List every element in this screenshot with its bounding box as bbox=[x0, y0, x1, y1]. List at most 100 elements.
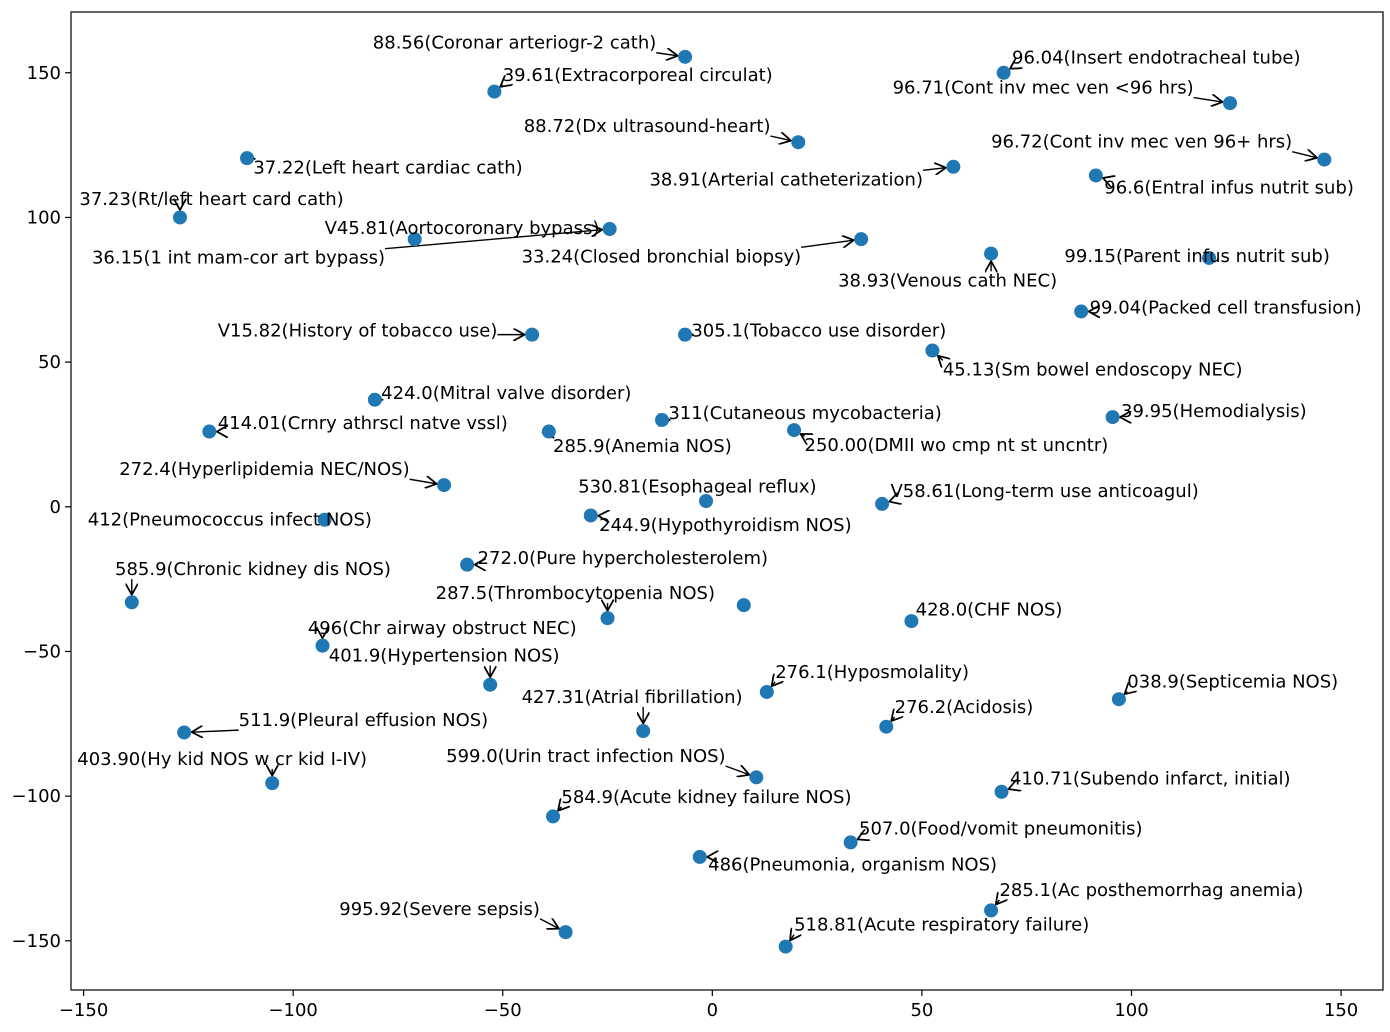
data-point bbox=[984, 903, 999, 918]
point-label: 39.95(Hemodialysis) bbox=[1121, 401, 1307, 422]
data-point bbox=[875, 496, 890, 511]
point-label: 599.0(Urin tract infection NOS) bbox=[446, 746, 725, 767]
point-label: 414.01(Crnry athrscl natve vssl) bbox=[218, 413, 508, 434]
annotation-arrow bbox=[891, 717, 894, 721]
data-point bbox=[541, 424, 556, 439]
point-label: 995.92(Severe sepsis) bbox=[339, 899, 540, 920]
y-tick-label: 150 bbox=[27, 63, 61, 84]
point-label: 38.91(Arterial catheterization) bbox=[649, 169, 923, 190]
point-label: 99.04(Packed cell transfusion) bbox=[1090, 298, 1362, 319]
x-tick-label: −50 bbox=[484, 1000, 522, 1021]
annotation-arrow bbox=[801, 434, 805, 436]
point-label: 96.04(Insert endotracheal tube) bbox=[1012, 48, 1300, 69]
point-label: 272.4(Hyperlipidemia NEC/NOS) bbox=[119, 459, 409, 480]
annotation-arrow bbox=[770, 136, 791, 141]
data-point bbox=[546, 809, 561, 824]
annotation-arrows bbox=[132, 53, 1317, 941]
data-point bbox=[854, 232, 869, 247]
annotation-arrow bbox=[790, 935, 794, 941]
annotation-arrow bbox=[922, 168, 946, 171]
data-point bbox=[1105, 410, 1120, 425]
data-point bbox=[317, 512, 332, 527]
point-label: 36.15(1 int mam-cor art bypass) bbox=[92, 248, 385, 269]
point-label: 96.72(Cont inv mec ven 96+ hrs) bbox=[991, 132, 1292, 153]
data-point bbox=[1088, 168, 1103, 183]
point-label: 244.9(Hypothyroidism NOS) bbox=[599, 515, 851, 536]
data-point bbox=[678, 49, 693, 64]
data-point bbox=[1202, 250, 1217, 265]
point-label: 285.1(Ac posthemorrhag anemia) bbox=[999, 880, 1303, 901]
data-point bbox=[678, 327, 693, 342]
y-axis: −150 −100 −50 0 50 100 150 bbox=[12, 63, 71, 952]
data-point bbox=[994, 784, 1009, 799]
point-label: 412(Pneumococcus infect NOS) bbox=[88, 509, 372, 530]
point-label: 99.15(Parent infus nutrit sub) bbox=[1064, 246, 1329, 267]
data-point bbox=[778, 939, 793, 954]
data-point bbox=[749, 770, 764, 785]
y-tick-label: 100 bbox=[27, 207, 61, 228]
point-label: 96.71(Cont inv mec ven <96 hrs) bbox=[893, 78, 1194, 99]
point-label: 88.72(Dx ultrasound-heart) bbox=[524, 116, 771, 137]
data-points bbox=[124, 49, 1332, 954]
annotation-arrow bbox=[409, 479, 437, 484]
data-point bbox=[407, 232, 422, 247]
point-label: 401.9(Hypertension NOS) bbox=[329, 646, 560, 667]
annotation-arrow bbox=[1124, 692, 1127, 695]
annotation-arrow bbox=[1193, 98, 1223, 102]
annotation-arrow bbox=[1292, 152, 1317, 158]
data-point bbox=[558, 925, 573, 940]
annotation-arrow bbox=[1009, 789, 1010, 790]
data-point bbox=[124, 595, 139, 610]
data-point bbox=[996, 65, 1011, 80]
point-label: 496(Chr airway obstruct NEC) bbox=[308, 618, 577, 639]
point-label: 276.1(Hyposmolality) bbox=[775, 662, 969, 683]
annotation-arrow bbox=[938, 356, 943, 361]
point-label: 518.81(Acute respiratory failure) bbox=[794, 915, 1089, 936]
data-point bbox=[1317, 152, 1332, 167]
annotation-arrow bbox=[772, 682, 776, 686]
point-label: 424.0(Mitral valve disorder) bbox=[381, 383, 631, 404]
data-point bbox=[736, 598, 751, 613]
y-tick-label: 50 bbox=[38, 352, 61, 373]
y-tick-label: 0 bbox=[50, 497, 61, 518]
point-label: 39.61(Extracorporeal circulat) bbox=[503, 65, 773, 86]
data-point bbox=[636, 724, 651, 739]
data-point bbox=[925, 343, 940, 358]
point-label: 37.23(Rt/left heart card cath) bbox=[79, 189, 343, 210]
annotation-arrow bbox=[725, 766, 750, 775]
x-tick-label: 50 bbox=[910, 1000, 933, 1021]
point-label: 276.2(Acidosis) bbox=[895, 697, 1034, 718]
data-point bbox=[692, 849, 707, 864]
point-label: 96.6(Entral infus nutrit sub) bbox=[1104, 177, 1354, 198]
point-label: 250.00(DMII wo cmp nt st uncntr) bbox=[805, 435, 1109, 456]
x-tick-label: 150 bbox=[1324, 1000, 1358, 1021]
data-point bbox=[787, 423, 802, 438]
data-point bbox=[265, 776, 280, 791]
data-point bbox=[791, 135, 806, 150]
x-tick-label: −100 bbox=[268, 1000, 317, 1021]
point-label: 38.93(Venous cath NEC) bbox=[838, 270, 1057, 291]
data-point bbox=[583, 508, 598, 523]
point-label: 530.81(Esophageal reflux) bbox=[578, 476, 816, 497]
data-point bbox=[487, 84, 502, 99]
point-label: V58.61(Long-term use anticoagul) bbox=[890, 481, 1198, 502]
data-point bbox=[984, 246, 999, 261]
point-label: 486(Pneumonia, organism NOS) bbox=[708, 854, 997, 875]
data-point bbox=[483, 677, 498, 692]
y-tick-label: −100 bbox=[12, 786, 61, 807]
point-label: 33.24(Closed bronchial biopsy) bbox=[522, 246, 802, 267]
data-point bbox=[240, 151, 255, 166]
data-point bbox=[525, 327, 540, 342]
annotation-arrow bbox=[996, 900, 1000, 905]
annotation-arrow bbox=[1010, 68, 1012, 69]
point-label: 038.9(Septicemia NOS) bbox=[1127, 672, 1338, 693]
data-point bbox=[1111, 692, 1126, 707]
point-label: 428.0(CHF NOS) bbox=[916, 600, 1063, 621]
point-label: V15.82(History of tobacco use) bbox=[218, 321, 498, 342]
point-label: 285.9(Anemia NOS) bbox=[553, 436, 732, 457]
point-label: 427.31(Atrial fibrillation) bbox=[522, 687, 743, 708]
data-point bbox=[172, 210, 187, 225]
x-tick-label: −150 bbox=[59, 1000, 108, 1021]
annotation-arrow bbox=[500, 85, 503, 87]
